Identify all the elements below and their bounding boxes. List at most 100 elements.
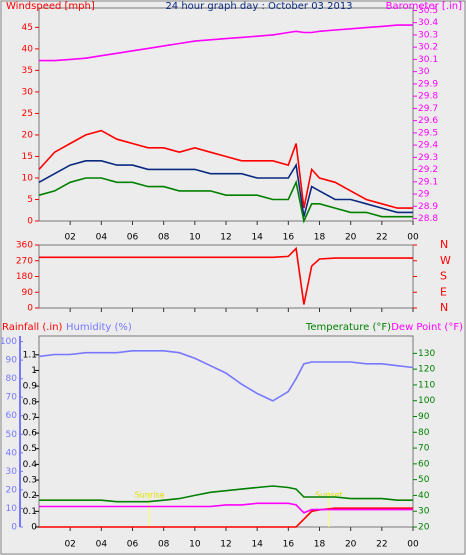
y-tick-label: 29.7 <box>418 104 438 114</box>
y-tick-label: 90 <box>6 356 18 366</box>
y-tick-label: 40 <box>22 44 34 54</box>
series-line <box>38 350 414 402</box>
x-tick-label: 04 <box>96 233 108 243</box>
x-tick-label: 04 <box>96 540 108 550</box>
y-tick-label: 10 <box>22 173 34 183</box>
y-tick-label: 25 <box>22 109 33 119</box>
y-tick-label: 70 <box>6 393 18 403</box>
axis-title: Humidity (%) <box>66 322 132 333</box>
y-tick-label: 29.8 <box>418 92 438 102</box>
y-tick-label: 270 <box>16 256 33 266</box>
y-tick-label: 0.9 <box>23 382 38 392</box>
x-tick-label: 08 <box>158 540 170 550</box>
axis-title: Barometer [.in] <box>386 1 462 12</box>
y-tick-label: 29.5 <box>418 128 438 138</box>
x-tick-label: 16 <box>283 233 295 243</box>
y-tick-label: 0.4 <box>23 460 38 470</box>
y-tick-label: 40 <box>6 448 18 458</box>
y-tick-label: 30 <box>22 87 34 97</box>
x-tick-label: 00 <box>407 540 419 550</box>
y-tick-label: 28.8 <box>418 214 438 224</box>
y-tick-label: 30.4 <box>418 18 438 28</box>
y-tick-label: 29.3 <box>418 153 438 163</box>
y-tick-label: 0.2 <box>23 491 37 501</box>
y-tick-label: E <box>440 285 447 298</box>
y-tick-label: 30 <box>418 67 430 77</box>
x-tick-label: 18 <box>314 233 326 243</box>
y-tick-label: 1 <box>31 366 37 376</box>
y-tick-label: 30.2 <box>418 43 438 53</box>
y-tick-label: 360 <box>16 241 33 251</box>
plot-area <box>38 335 414 528</box>
x-tick-label: 06 <box>127 233 139 243</box>
x-tick-label: 22 <box>376 233 387 243</box>
x-tick-label: 12 <box>220 540 231 550</box>
y-tick-label: 30.1 <box>418 55 438 65</box>
y-tick-label: 0.7 <box>23 413 37 423</box>
x-tick-label: 00 <box>407 233 419 243</box>
y-tick-label: 20 <box>6 485 18 495</box>
y-tick-label: 5 <box>27 195 33 205</box>
axis-title: Temperature (°F) <box>305 322 391 333</box>
y-tick-label: 60 <box>6 411 18 421</box>
y-tick-label: 40 <box>418 491 430 501</box>
y-tick-label: 90 <box>418 412 430 422</box>
y-tick-label: 100 <box>418 396 435 406</box>
y-tick-label: 0.1 <box>23 507 37 517</box>
y-tick-label: 130 <box>418 349 435 359</box>
x-tick-label: 08 <box>158 233 170 243</box>
y-tick-label: 35 <box>22 66 33 76</box>
x-tick-label: 02 <box>64 233 75 243</box>
y-tick-label: 120 <box>418 365 435 375</box>
axis-title: Rainfall (.in) <box>2 322 63 333</box>
y-tick-label: 0.6 <box>23 429 38 439</box>
y-tick-label: 15 <box>22 152 33 162</box>
y-tick-label: 30.3 <box>418 30 438 40</box>
y-tick-label: 0.8 <box>23 397 38 407</box>
y-tick-label: 29 <box>418 190 430 200</box>
y-tick-label: 0 <box>27 304 33 314</box>
y-tick-label: 0 <box>11 523 17 533</box>
axis-title: Windspeed [mph] <box>6 1 95 12</box>
series-line <box>39 24 413 62</box>
y-tick-label: 10 <box>6 504 18 514</box>
x-tick-label: 02 <box>64 540 75 550</box>
series-line <box>38 160 413 217</box>
y-tick-label: 1.1 <box>23 350 37 360</box>
x-tick-label: 14 <box>251 540 263 550</box>
y-tick-label: 60 <box>418 459 430 469</box>
y-tick-label: 0 <box>31 523 37 533</box>
y-tick-label: 30 <box>418 507 430 517</box>
y-tick-label: 110 <box>418 380 435 390</box>
y-tick-label: 80 <box>6 374 18 384</box>
x-tick-label: 12 <box>220 233 231 243</box>
y-tick-label: 90 <box>22 288 34 298</box>
y-tick-label: 0.5 <box>23 444 37 454</box>
axis-title: Dew Point (°F) <box>391 322 463 333</box>
y-tick-label: 20 <box>418 523 430 533</box>
y-tick-label: S <box>440 270 447 283</box>
series-line <box>38 177 413 224</box>
y-tick-label: 28.9 <box>418 202 438 212</box>
y-tick-label: 29.4 <box>418 141 438 151</box>
y-tick-label: 50 <box>418 475 430 485</box>
y-tick-label: 20 <box>22 130 34 140</box>
x-tick-label: 10 <box>189 233 201 243</box>
y-tick-label: 180 <box>16 272 33 282</box>
y-tick-label: 30 <box>6 467 18 477</box>
y-tick-label: 45 <box>22 23 33 33</box>
y-tick-label: W <box>440 254 451 267</box>
chart-title: 24 hour graph day : October 03 2013 <box>165 1 352 12</box>
x-tick-label: 22 <box>376 540 387 550</box>
y-tick-label: N <box>440 238 448 251</box>
annotation: Sunset <box>315 491 342 500</box>
series-line <box>39 485 413 503</box>
series-line <box>38 129 413 209</box>
series-line <box>39 246 413 305</box>
y-tick-label: 0 <box>27 217 33 227</box>
series-line <box>39 507 413 528</box>
y-tick-label: 29.1 <box>418 177 438 187</box>
